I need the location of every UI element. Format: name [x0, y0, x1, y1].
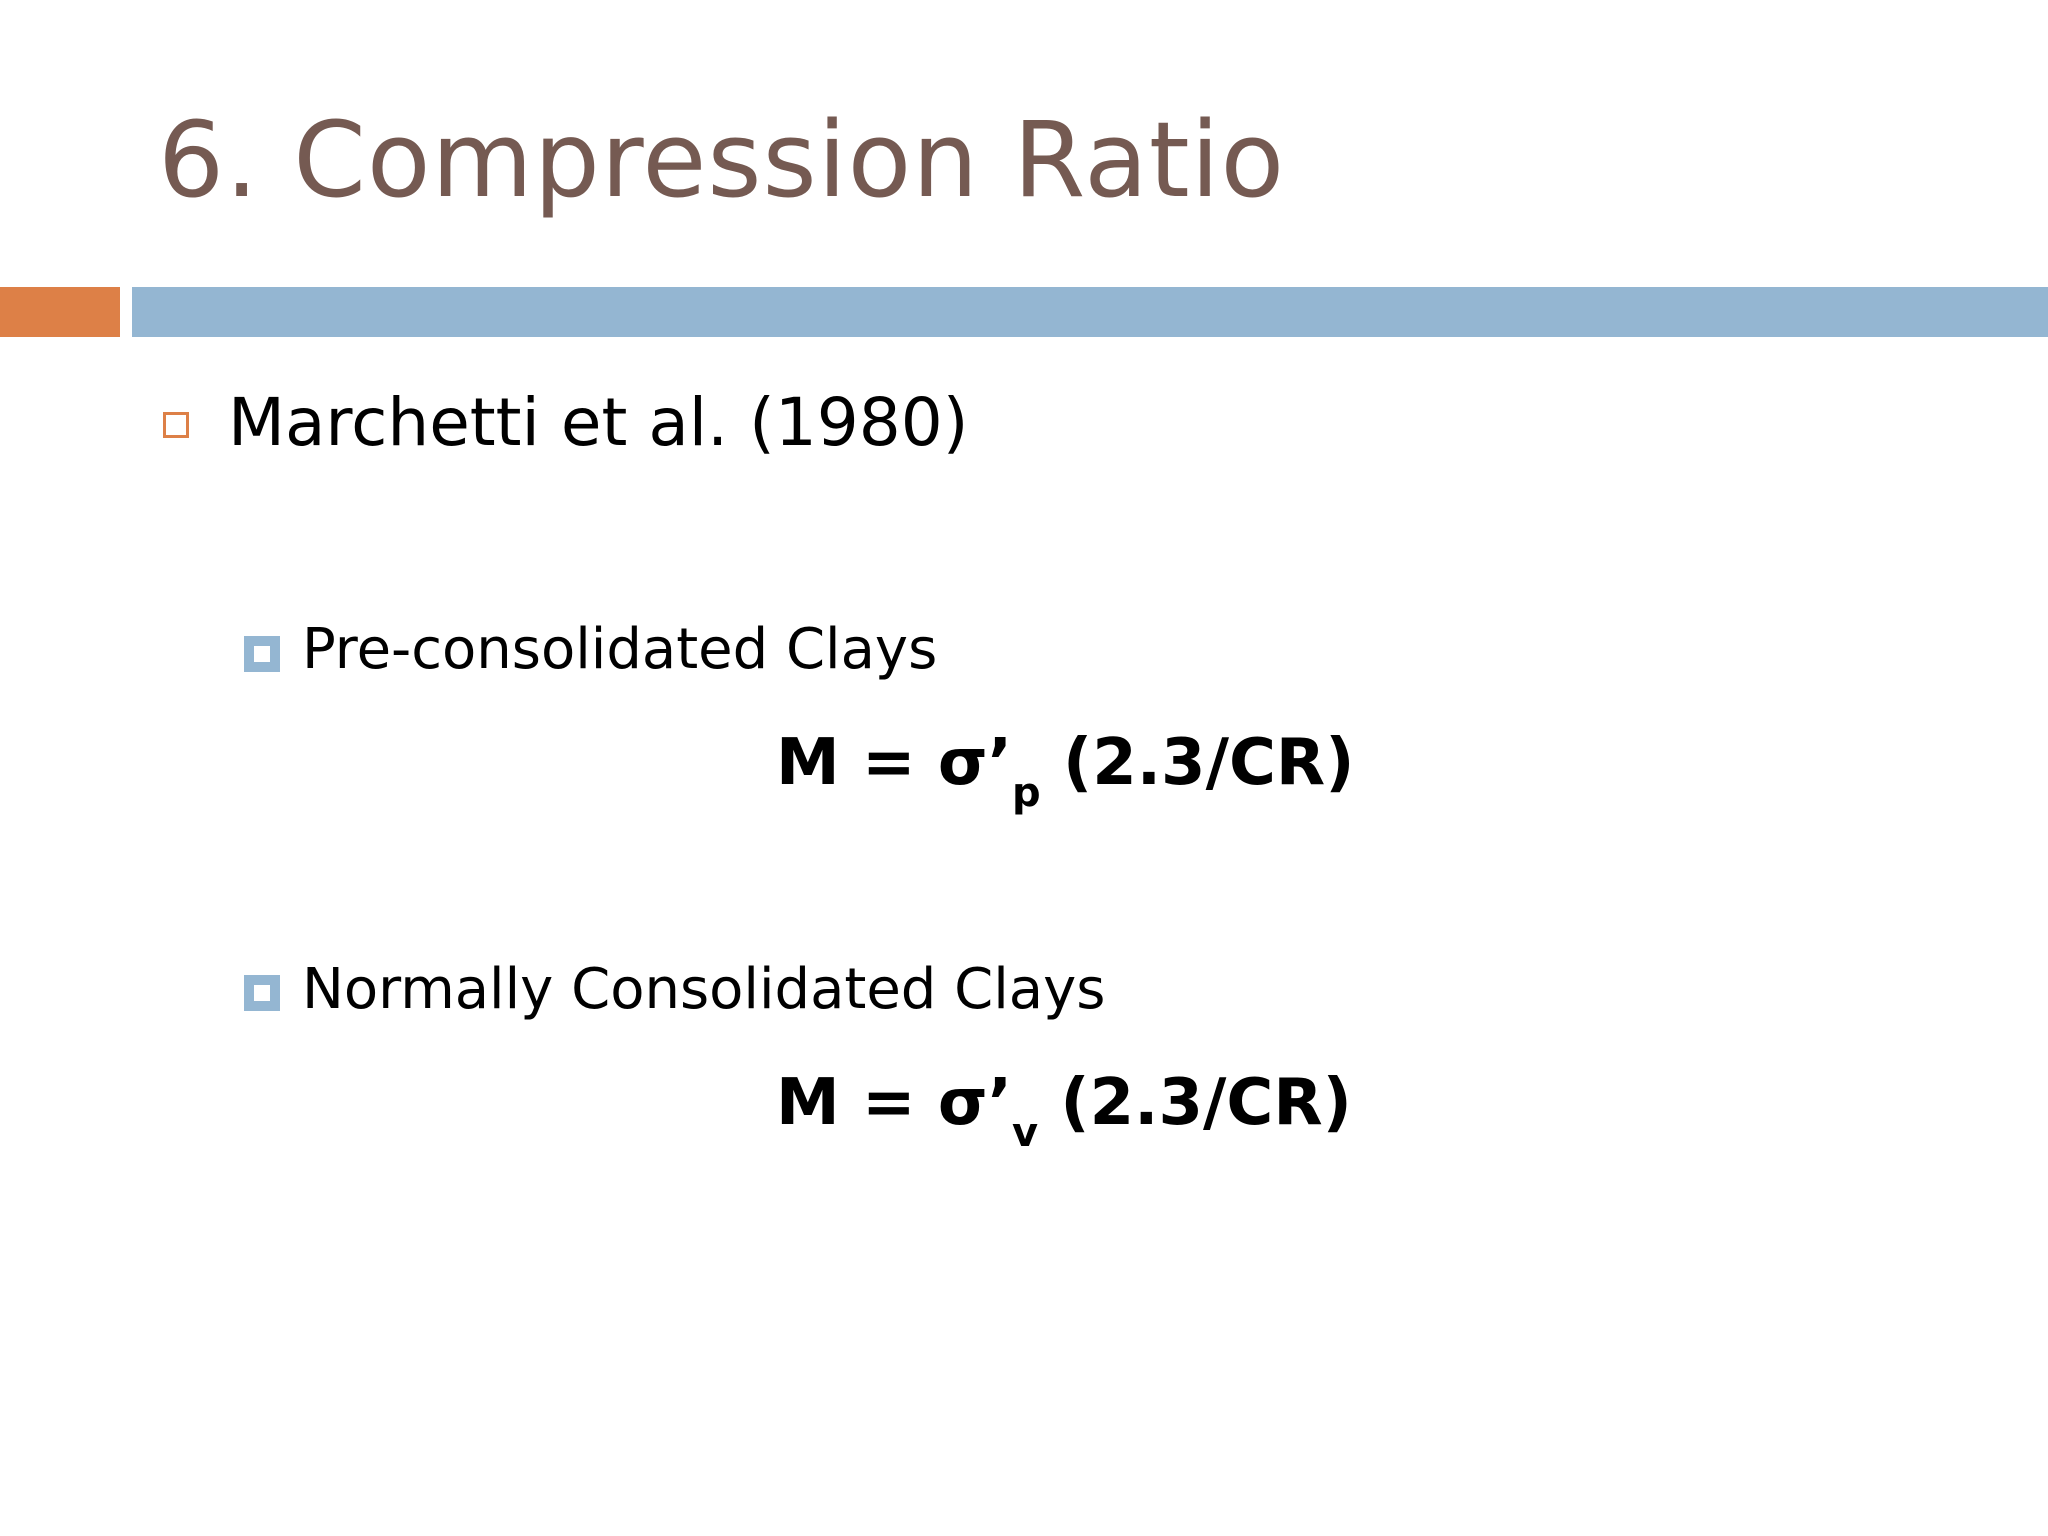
formula-preconsolidated: M = σ’p (2.3/CR) [776, 725, 1355, 816]
formula-subscript: v [1012, 1110, 1039, 1156]
formula-lhs: M = σ’ [776, 1066, 1013, 1140]
title-divider-bar [132, 287, 2048, 337]
formula-rhs: (2.3/CR) [1038, 1066, 1352, 1140]
formula-lhs: M = σ’ [776, 726, 1013, 800]
formula-subscript: p [1012, 770, 1041, 816]
title-accent-bar [0, 287, 120, 337]
formula-rhs: (2.3/CR) [1040, 726, 1355, 800]
filled-square-bullet-icon [244, 636, 280, 672]
hollow-square-bullet-icon [163, 412, 189, 438]
filled-square-bullet-icon [244, 975, 280, 1011]
subbullet-preconsolidated: Pre-consolidated Clays [302, 617, 938, 682]
bullet-marchetti: Marchetti et al. (1980) [228, 384, 969, 461]
subbullet-normally-consolidated: Normally Consolidated Clays [302, 957, 1106, 1022]
slide-title: 6. Compression Ratio [158, 99, 1286, 221]
formula-normally-consolidated: M = σ’v (2.3/CR) [776, 1065, 1352, 1156]
